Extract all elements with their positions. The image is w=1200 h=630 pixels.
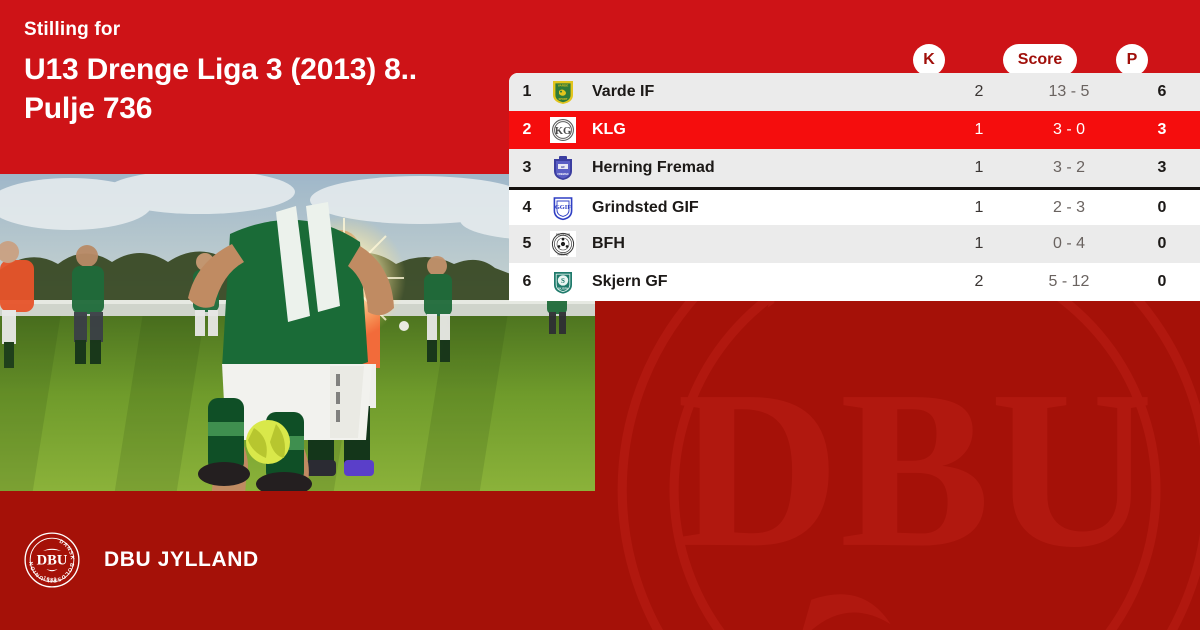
- bfh-crest: BOLDKLUB FREMAD: [545, 231, 581, 257]
- kicker-label: Stilling for: [24, 19, 121, 40]
- match-photo: [0, 174, 595, 491]
- row-score: 5 - 12: [1048, 273, 1090, 290]
- table-row[interactable]: 2 KG KLG 1 3 - 0 3: [509, 111, 1200, 149]
- table-header-pills: K Score P: [509, 44, 1200, 76]
- column-header-points: P: [1116, 44, 1148, 76]
- row-points: 0: [1157, 273, 1167, 290]
- varde-if-crest: VARDE SPORT: [545, 79, 581, 105]
- svg-text:FREMAD: FREMAD: [557, 172, 568, 176]
- row-score: 13 - 5: [1048, 83, 1090, 100]
- row-score: 2 - 3: [1052, 198, 1085, 216]
- page-title: U13 Drenge Liga 3 (2013) 8.. Pulje 736: [24, 50, 524, 129]
- svg-text:SKJERN: SKJERN: [558, 288, 568, 291]
- svg-text:VARDE: VARDE: [558, 84, 569, 88]
- svg-text:1889: 1889: [42, 575, 58, 583]
- row-position: 5: [522, 235, 532, 252]
- dbu-logo-icon: DANSK BOLDSPIL UNION 1889 DBU: [24, 532, 80, 588]
- row-team-name: KLG: [592, 121, 626, 138]
- table-row[interactable]: 1 VARDE SPORT Varde IF 2 13 - 5 6: [509, 73, 1200, 111]
- svg-text:SPORT: SPORT: [559, 97, 568, 101]
- row-score: 3 - 2: [1052, 159, 1085, 176]
- row-team-name: Skjern GF: [592, 273, 668, 290]
- row-position: 3: [522, 159, 532, 176]
- column-header-played: K: [913, 44, 945, 76]
- svg-text:GGIF: GGIF: [555, 204, 571, 211]
- row-points: 3: [1157, 121, 1167, 138]
- row-played: 1: [974, 121, 984, 138]
- page-title-line-2: Pulje 736: [24, 92, 153, 126]
- row-points: 0: [1157, 235, 1167, 252]
- svg-text:HF: HF: [561, 165, 565, 169]
- row-score: 0 - 4: [1052, 235, 1085, 252]
- row-score: 3 - 0: [1052, 121, 1085, 138]
- herning-fremad-crest: HF FREMAD: [545, 155, 581, 181]
- row-team-name: BFH: [592, 235, 625, 252]
- header-text-block: Stilling for U13 Drenge Liga 3 (2013) 8.…: [24, 19, 524, 129]
- row-points: 3: [1157, 159, 1167, 176]
- row-position: 1: [522, 83, 532, 100]
- row-played: 2: [974, 273, 984, 290]
- svg-text:BOLDKLUB: BOLDKLUB: [556, 233, 570, 236]
- row-position: 4: [522, 198, 532, 216]
- klg-crest: KG: [545, 117, 581, 143]
- footer-brand-name: DBU JYLLAND: [104, 548, 259, 571]
- skjern-gf-crest: S SKJERN: [545, 269, 581, 295]
- footer: DANSK BOLDSPIL UNION 1889 DBU DBU JYLLAN…: [0, 490, 1200, 630]
- row-played: 1: [974, 235, 984, 252]
- svg-text:FREMAD: FREMAD: [558, 253, 569, 256]
- row-points: 6: [1157, 83, 1167, 100]
- table-row[interactable]: 6 S SKJERN Skjern GF 2 5 - 12 0: [509, 263, 1200, 301]
- row-played: 2: [974, 83, 984, 100]
- row-played: 1: [974, 159, 984, 176]
- row-points: 0: [1157, 198, 1167, 216]
- grindsted-gif-crest: GGIF: [545, 195, 581, 221]
- svg-text:DBU: DBU: [37, 552, 68, 568]
- row-position: 2: [522, 121, 532, 138]
- table-row[interactable]: 4 GGIF Grindsted GIF 1 2 - 3 0: [509, 187, 1200, 225]
- row-team-name: Varde IF: [592, 83, 655, 100]
- column-header-score: Score: [1003, 44, 1077, 76]
- table-row[interactable]: 3 HF FREMAD Herning Fremad 1 3 - 2 3: [509, 149, 1200, 187]
- row-team-name: Grindsted GIF: [592, 198, 699, 216]
- svg-text:KG: KG: [555, 126, 571, 137]
- page-title-line-1: U13 Drenge Liga 3 (2013) 8..: [24, 52, 417, 86]
- standings-table: 1 VARDE SPORT Varde IF 2 13 - 5 6 2: [509, 73, 1200, 301]
- row-team-name: Herning Fremad: [592, 159, 715, 176]
- svg-text:S: S: [561, 277, 565, 285]
- table-row[interactable]: 5 BOLDKLUB FREMAD BFH: [509, 225, 1200, 263]
- row-played: 1: [974, 198, 984, 216]
- row-position: 6: [522, 273, 532, 290]
